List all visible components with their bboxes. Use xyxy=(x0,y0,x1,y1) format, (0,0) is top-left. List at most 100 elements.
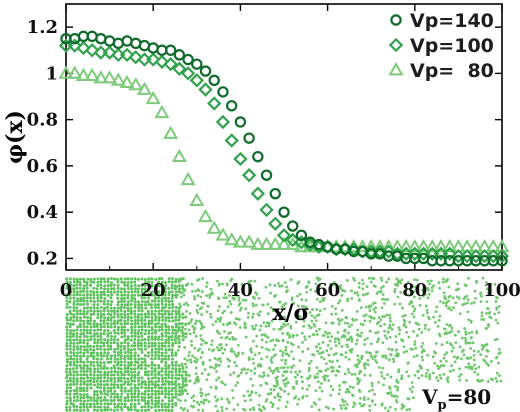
particle-sparse xyxy=(265,347,268,351)
particle-dense xyxy=(103,306,107,310)
particle-sparse xyxy=(434,310,438,314)
particle-sparse xyxy=(337,365,341,369)
particle-sparse xyxy=(210,343,213,346)
particle-dense xyxy=(85,286,89,290)
particle-dense xyxy=(102,366,106,370)
particle-dense xyxy=(164,316,168,320)
particle-sparse xyxy=(394,407,397,411)
particle-dense xyxy=(154,325,158,329)
particle-dense xyxy=(95,402,99,406)
particle-sparse xyxy=(417,327,421,331)
particle-sparse xyxy=(368,309,372,313)
particle-sparse xyxy=(426,353,430,357)
particle-sparse xyxy=(427,375,431,379)
particle-dense xyxy=(160,389,164,393)
particle-dense xyxy=(72,360,76,364)
x-tick-label: 100 xyxy=(483,280,520,301)
particle-dense xyxy=(170,373,174,377)
particle-sparse xyxy=(282,303,286,307)
particle-dense xyxy=(112,283,116,287)
particle-dense xyxy=(174,353,178,357)
data-point-circle xyxy=(225,100,238,112)
particle-dense xyxy=(167,348,171,352)
particle-sparse xyxy=(499,379,503,383)
particle-dense xyxy=(69,329,73,333)
particle-sparse xyxy=(267,321,271,325)
particle-dense xyxy=(96,405,100,409)
particle-dense xyxy=(112,399,116,403)
particle-dense xyxy=(119,363,123,367)
particle-dense xyxy=(129,357,133,361)
particle-dense xyxy=(96,335,100,339)
particle-sparse xyxy=(315,345,318,349)
particle-sparse xyxy=(454,341,458,345)
particle-dense xyxy=(65,405,69,409)
particle-dense xyxy=(68,309,72,313)
particle-dense xyxy=(140,290,144,294)
particle-sparse xyxy=(415,322,419,326)
data-point-triangle xyxy=(250,236,266,250)
particle-sparse xyxy=(249,287,253,291)
particle-sparse xyxy=(486,291,490,295)
particle-sparse xyxy=(331,369,335,373)
particle-dense xyxy=(161,315,165,319)
particle-sparse xyxy=(355,309,359,313)
particle-dense xyxy=(139,341,143,345)
particle-dense xyxy=(79,297,83,301)
particle-sparse xyxy=(200,391,204,395)
particle-dense xyxy=(140,360,144,364)
particle-dense xyxy=(76,341,80,345)
particle-sparse xyxy=(216,398,220,401)
particle-sparse xyxy=(318,386,322,389)
particle-dense xyxy=(75,319,79,323)
particle-sparse xyxy=(174,322,178,326)
particle-dense xyxy=(137,370,141,374)
particle-dense xyxy=(82,402,86,406)
particle-sparse xyxy=(274,376,278,380)
particle-dense xyxy=(76,347,80,351)
particle-sparse xyxy=(283,389,286,393)
particle-dense xyxy=(167,306,171,310)
particle-dense xyxy=(144,289,148,293)
particle-dense xyxy=(110,300,114,304)
particle-sparse xyxy=(218,357,222,360)
particle-dense xyxy=(68,408,72,412)
data-point-diamond xyxy=(494,248,510,264)
particle-dense xyxy=(82,293,86,297)
particle-sparse xyxy=(440,343,444,347)
particle-sparse xyxy=(175,336,179,339)
particle-sparse xyxy=(388,405,392,409)
particle-dense xyxy=(164,299,168,303)
particle-dense xyxy=(95,344,99,348)
particle-sparse xyxy=(242,407,246,411)
particle-dense xyxy=(153,373,157,377)
particle-dense xyxy=(92,334,96,338)
particle-dense xyxy=(178,389,182,393)
particle-dense xyxy=(171,331,175,335)
particle-dense xyxy=(109,322,113,326)
particle-dense xyxy=(102,361,106,365)
particle-dense xyxy=(106,329,110,333)
particle-dense xyxy=(72,377,76,381)
particle-dense xyxy=(65,376,69,380)
particle-dense xyxy=(103,293,107,297)
particle-dense xyxy=(105,341,109,345)
particle-sparse xyxy=(480,347,484,351)
particle-sparse xyxy=(272,348,275,351)
particle-dense xyxy=(106,309,110,313)
particle-dense xyxy=(65,316,69,320)
legend-label: Vp=100 xyxy=(410,35,494,57)
particle-dense xyxy=(157,376,161,380)
particle-dense xyxy=(130,290,134,294)
particle-sparse xyxy=(198,319,201,323)
particle-sparse xyxy=(199,295,203,299)
particle-sparse xyxy=(251,324,254,328)
particle-sparse xyxy=(401,306,405,310)
particle-sparse xyxy=(194,334,198,338)
particle-sparse xyxy=(420,345,423,349)
particle-dense xyxy=(99,305,103,309)
particle-dense xyxy=(127,408,131,412)
particle-dense xyxy=(126,341,130,345)
particle-dense xyxy=(82,366,86,370)
particle-dense xyxy=(181,334,185,338)
